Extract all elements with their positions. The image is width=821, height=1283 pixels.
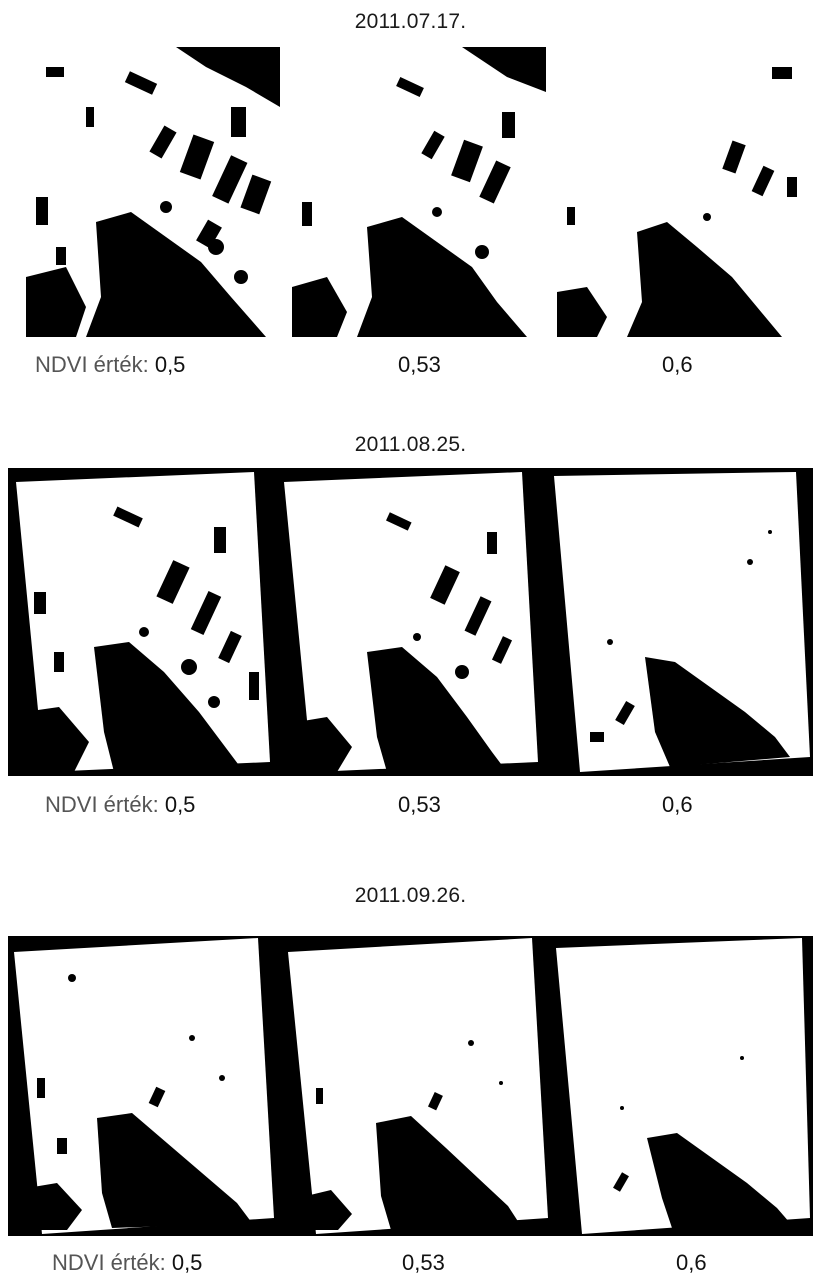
threshold-value: 0,53 — [398, 352, 441, 377]
threshold-value: 0,5 — [171, 1250, 203, 1275]
threshold-value: 0,53 — [398, 792, 441, 817]
group-2-date: 2011.08.25. — [354, 433, 467, 456]
threshold-value: 0,53 — [402, 1250, 445, 1275]
threshold-value: 0,6 — [662, 352, 693, 377]
ndvi-map-panel — [282, 472, 538, 772]
ndvi-map-panel — [12, 938, 274, 1234]
ndvi-map-image — [14, 472, 270, 772]
threshold-value: 0,5 — [154, 352, 186, 377]
ndvi-map-panel — [26, 47, 280, 337]
ndvi-map-image — [557, 47, 811, 337]
ndvi-map-panel — [286, 938, 548, 1234]
ndvi-map-image — [282, 472, 538, 772]
ndvi-label-prefix: NDVI érték: — [52, 1250, 166, 1275]
ndvi-map-image — [286, 938, 548, 1234]
ndvi-map-image — [12, 938, 274, 1234]
group-1-date: 2011.07.17. — [354, 10, 467, 33]
ndvi-map-image — [26, 47, 280, 337]
threshold-value: 0,6 — [662, 792, 693, 817]
ndvi-map-panel — [557, 47, 811, 337]
ndvi-map-panel — [552, 938, 810, 1234]
ndvi-map-panel — [292, 47, 546, 337]
threshold-value: 0,6 — [676, 1250, 707, 1275]
ndvi-map-panel — [550, 472, 810, 772]
ndvi-map-image — [292, 47, 546, 337]
ndvi-label-prefix: NDVI érték: — [35, 352, 149, 377]
ndvi-map-image — [552, 938, 810, 1234]
ndvi-map-panel — [14, 472, 270, 772]
threshold-label: NDVI érték: 0,5 — [52, 1250, 202, 1276]
ndvi-label-prefix: NDVI érték: — [45, 792, 159, 817]
threshold-label: NDVI érték: 0,5 — [45, 792, 195, 818]
group-3-date: 2011.09.26. — [354, 884, 467, 907]
threshold-value: 0,5 — [164, 792, 196, 817]
threshold-label: NDVI érték: 0,5 — [35, 352, 185, 378]
ndvi-map-image — [550, 472, 810, 772]
